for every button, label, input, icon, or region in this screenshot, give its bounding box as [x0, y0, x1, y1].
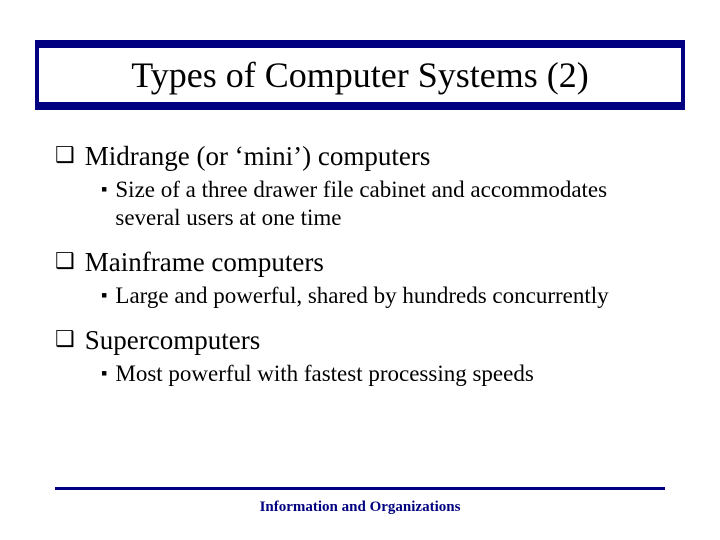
level2-text: Size of a three drawer file cabinet and … — [115, 176, 670, 231]
hollow-square-icon: ❑ — [55, 328, 75, 350]
level1-text: Mainframe computers — [85, 246, 324, 278]
list-subitem: ▪ Large and powerful, shared by hundreds… — [101, 282, 670, 310]
list-item: ❑ Supercomputers — [55, 324, 670, 356]
level1-text: Supercomputers — [85, 324, 260, 356]
square-bullet-icon: ▪ — [101, 364, 107, 382]
square-bullet-icon: ▪ — [101, 286, 107, 304]
list-subitem: ▪ Size of a three drawer file cabinet an… — [101, 176, 670, 231]
list-item: ❑ Midrange (or ‘mini’) computers — [55, 140, 670, 172]
hollow-square-icon: ❑ — [55, 144, 75, 166]
level1-text: Midrange (or ‘mini’) computers — [85, 140, 431, 172]
square-bullet-icon: ▪ — [101, 180, 107, 198]
hollow-square-icon: ❑ — [55, 250, 75, 272]
slide-title: Types of Computer Systems (2) — [39, 54, 681, 96]
footer-text: Information and Organizations — [0, 499, 720, 516]
list-item: ❑ Mainframe computers — [55, 246, 670, 278]
list-subitem: ▪ Most powerful with fastest processing … — [101, 360, 670, 388]
footer-divider — [55, 487, 665, 490]
level2-text: Large and powerful, shared by hundreds c… — [115, 282, 608, 310]
title-band: Types of Computer Systems (2) — [35, 40, 685, 110]
title-inner: Types of Computer Systems (2) — [39, 48, 681, 102]
level2-text: Most powerful with fastest processing sp… — [115, 360, 533, 388]
content-area: ❑ Midrange (or ‘mini’) computers ▪ Size … — [55, 140, 670, 402]
